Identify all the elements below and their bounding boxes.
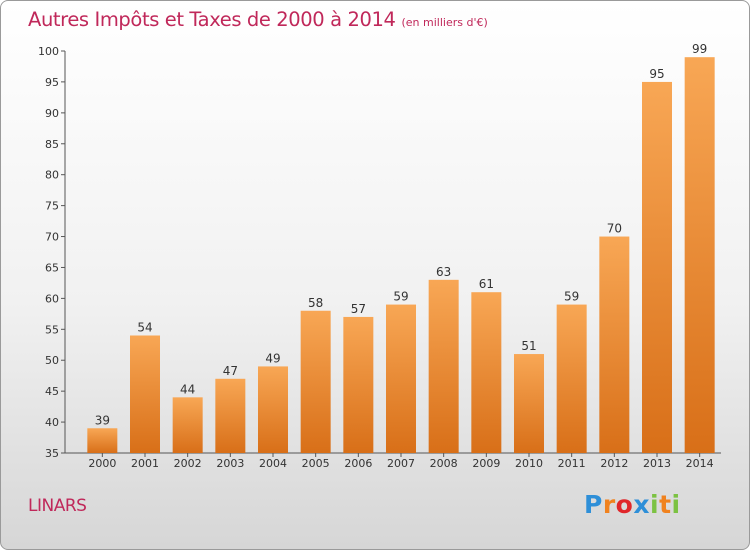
bar-2007 — [386, 304, 416, 453]
bar-value-label: 47 — [223, 364, 238, 378]
bar-2004 — [258, 366, 288, 453]
bar-2002 — [172, 397, 203, 453]
x-tick-label: 2008 — [430, 457, 458, 470]
proxiti-logo: Proxiti — [584, 490, 681, 519]
logo-letter: i — [650, 490, 660, 519]
y-tick-label: 90 — [45, 107, 59, 120]
y-tick-label: 60 — [45, 292, 59, 305]
y-tick-label: 70 — [45, 231, 59, 244]
bar-2012 — [599, 236, 630, 453]
logo-letter: P — [584, 490, 603, 519]
bar-2001 — [130, 335, 160, 453]
y-tick-label: 35 — [45, 447, 59, 460]
commune-name: LINARS — [28, 496, 87, 516]
bar-value-label: 61 — [479, 277, 494, 291]
bar-value-label: 57 — [351, 302, 366, 316]
y-tick-label: 65 — [45, 261, 59, 274]
y-tick-label: 50 — [45, 354, 59, 367]
bars: 39 54 44 47 49 58 57 59 63 61 51 59 70 95 99 — [87, 42, 715, 453]
x-tick-label: 2006 — [344, 457, 372, 470]
bar-value-label: 39 — [95, 413, 110, 427]
bar-2008 — [428, 279, 459, 453]
x-tick-label: 2001 — [131, 457, 159, 470]
x-tick-label: 2000 — [88, 457, 116, 470]
x-tick-label: 2013 — [643, 457, 671, 470]
bar-2005 — [300, 310, 331, 453]
y-tick-label: 95 — [45, 76, 59, 89]
logo-letter: x — [633, 490, 650, 519]
bar-value-label: 54 — [137, 320, 152, 334]
bar-value-label: 95 — [649, 67, 664, 81]
x-tick-label: 2010 — [515, 457, 543, 470]
bar-2003 — [215, 378, 246, 453]
x-tick-label: 2012 — [600, 457, 628, 470]
y-tick-label: 55 — [45, 323, 59, 336]
logo-letter: o — [615, 490, 634, 519]
x-tick-label: 2007 — [387, 457, 415, 470]
y-tick-label: 100 — [38, 45, 59, 58]
x-tick-label: 2004 — [259, 457, 287, 470]
x-tick-label: 2002 — [174, 457, 202, 470]
y-tick-label: 40 — [45, 416, 59, 429]
y-tick-label: 85 — [45, 138, 59, 151]
unit-text: (en milliers d'€) — [401, 16, 488, 29]
bar-value-label: 63 — [436, 265, 451, 279]
bar-2011 — [556, 304, 587, 453]
bar-value-label: 59 — [393, 290, 408, 304]
y-tick-label: 45 — [45, 385, 59, 398]
y-tick-label: 75 — [45, 200, 59, 213]
x-tick-label: 2011 — [558, 457, 586, 470]
title-text: Autres Impôts et Taxes de 2000 à 2014 — [28, 8, 396, 31]
bar-2014 — [684, 57, 715, 453]
bar-2006 — [343, 316, 374, 453]
x-tick-label: 2009 — [472, 457, 500, 470]
bar-2009 — [471, 292, 502, 453]
x-tick-label: 2005 — [302, 457, 330, 470]
bar-2000 — [87, 428, 118, 453]
x-tick-label: 2003 — [216, 457, 244, 470]
y-tick-label: 80 — [45, 169, 59, 182]
bar-2010 — [514, 354, 544, 453]
chart-title: Autres Impôts et Taxes de 2000 à 2014 (en… — [28, 8, 488, 31]
logo-letter: r — [602, 490, 616, 519]
bar-value-label: 99 — [692, 42, 707, 56]
logo-letter: i — [671, 490, 681, 519]
logo-letter: t — [659, 490, 672, 519]
bar-value-label: 70 — [607, 222, 622, 236]
bar-value-label: 44 — [180, 382, 195, 396]
bar-2013 — [642, 81, 672, 453]
bar-value-label: 59 — [564, 290, 579, 304]
bar-value-label: 49 — [265, 351, 280, 365]
bar-value-label: 58 — [308, 296, 323, 310]
bar-value-label: 51 — [521, 339, 536, 353]
x-tick-label: 2014 — [686, 457, 714, 470]
